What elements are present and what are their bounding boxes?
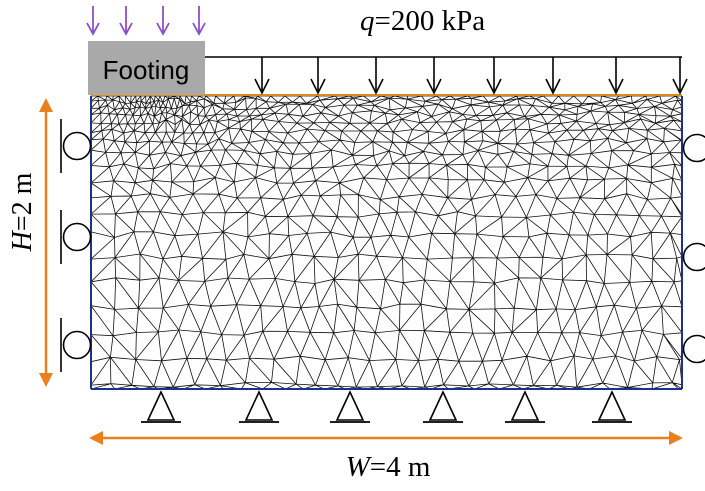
pin-support-icon xyxy=(505,392,545,422)
footing-load-arrow-icon xyxy=(87,6,99,34)
left-roller-supports xyxy=(61,119,91,372)
footing-label: Footing xyxy=(103,55,190,85)
mesh-edges xyxy=(91,96,682,389)
roller-support-icon xyxy=(61,210,91,264)
width-arrowhead-left-icon xyxy=(89,431,103,445)
footing-load-arrow-icon xyxy=(157,6,169,34)
surcharge-load-arrow-icon xyxy=(546,57,560,93)
surcharge-load-arrow-icon xyxy=(609,57,623,93)
load-value: =200 kPa xyxy=(375,5,486,37)
footing-load-arrow-icon xyxy=(193,6,205,34)
width-label: W=4 m xyxy=(346,451,431,483)
height-arrowhead-top-icon xyxy=(39,98,53,112)
pin-support-icon xyxy=(423,392,463,422)
surcharge-load-arrow-icon xyxy=(369,57,383,93)
width-dimension: W=4 m xyxy=(89,431,683,483)
roller-support-icon xyxy=(684,244,705,271)
surcharge-load-arrow-icon xyxy=(427,57,441,93)
surcharge-load-arrow-icon xyxy=(255,57,269,93)
pin-support-icon xyxy=(141,392,181,422)
right-roller-supports xyxy=(684,135,705,363)
bottom-pin-supports xyxy=(141,392,632,422)
height-variable: H xyxy=(7,229,38,252)
load-label: q=200 kPa xyxy=(360,5,485,37)
roller-support-icon xyxy=(61,119,91,173)
footing: Footing xyxy=(88,41,205,95)
width-arrowhead-right-icon xyxy=(669,431,683,445)
roller-support-icon xyxy=(684,135,705,162)
width-variable: W xyxy=(346,451,373,483)
surcharge-load: q=200 kPa xyxy=(205,5,687,93)
roller-support-icon xyxy=(61,318,91,372)
height-arrowhead-bottom-icon xyxy=(39,373,53,387)
roller-support-icon xyxy=(684,336,705,363)
width-value: =4 m xyxy=(370,451,431,483)
surcharge-load-arrow-icon xyxy=(487,57,501,93)
load-variable: q xyxy=(360,5,375,37)
height-value: =2 m xyxy=(7,172,38,231)
finite-element-mesh xyxy=(91,96,682,389)
pin-support-icon xyxy=(330,392,370,422)
footing-load-arrow-icon xyxy=(120,6,132,34)
pin-support-icon xyxy=(239,392,279,422)
footing-load-arrows xyxy=(87,6,205,34)
surcharge-load-arrow-icon xyxy=(311,57,325,93)
height-dimension: H=2 m xyxy=(7,98,53,387)
pin-support-icon xyxy=(592,392,632,422)
surcharge-load-arrows xyxy=(255,57,687,93)
height-label: H=2 m xyxy=(7,172,38,252)
surcharge-load-arrow-icon xyxy=(673,57,687,93)
